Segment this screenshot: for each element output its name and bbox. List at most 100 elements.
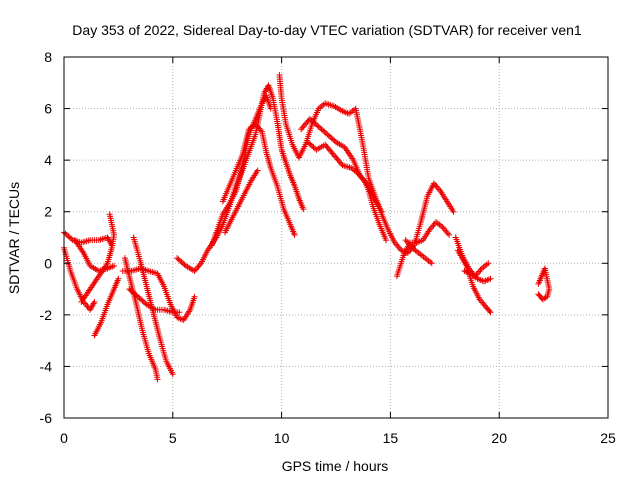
data-point [442,227,449,234]
series-arc12 [219,121,298,238]
y-tick-label: -4 [40,358,53,374]
series-arc16 [304,139,385,215]
x-tick-label: 0 [60,430,68,446]
data-point [434,184,441,191]
data-point [115,275,122,282]
data-point [136,295,143,302]
data-point [331,137,338,144]
data-point [487,309,494,316]
data-point [536,292,543,299]
data-point [181,261,188,268]
series-arc15 [298,115,390,244]
data-point [477,266,484,273]
data-point [192,266,199,273]
data-point [176,309,183,316]
data-point [300,206,307,213]
data-point [137,296,144,303]
data-point [428,260,435,267]
data-point [450,208,457,215]
y-tick-label: 8 [44,49,52,65]
chart-title: Day 353 of 2022, Sidereal Day-to-day VTE… [72,22,582,38]
data-point [267,105,274,112]
y-tick-label: -2 [40,307,53,323]
y-axis-label: SDTVAR / TECUs [6,182,22,294]
x-tick-label: 20 [491,430,507,446]
data-point [130,289,137,296]
data-point [486,307,493,314]
grid-lines [64,57,608,418]
data-point [169,371,176,378]
data-point [63,231,70,238]
data-point [443,228,450,235]
data-point [433,183,440,190]
data-point [133,292,140,299]
data-point [321,128,328,135]
series-arc13 [222,167,261,236]
data-point [65,233,72,240]
data-point [66,234,73,241]
data-point [324,131,331,138]
data-point [312,121,319,128]
y-tick-label: 2 [44,204,52,220]
data-point [322,130,329,137]
series-arc9 [126,286,183,316]
data-point [306,140,313,147]
x-tick-labels: 0 5 10 15 20 25 [60,430,616,446]
data-point [309,142,316,149]
data-point [304,139,311,146]
series-arc7 [130,234,176,378]
data-point [315,123,322,130]
data-point [139,297,146,304]
data-point [317,124,324,131]
data-point [106,211,113,218]
data-point [134,293,141,300]
data-point [319,127,326,134]
series-arc6 [121,255,161,383]
data-point [127,287,134,294]
series-arc22 [535,265,553,303]
x-tick-label: 15 [383,430,399,446]
data-point [314,122,321,129]
series-arc2 [61,244,98,313]
series-arc11 [208,92,274,249]
data-point [330,136,337,143]
data-point [175,256,182,263]
y-tick-label: 0 [44,255,52,271]
data-point [91,298,98,305]
data-point [444,230,451,237]
data-point [291,231,298,238]
series-arc20 [454,247,494,316]
x-tick-label: 10 [274,430,290,446]
data-point [179,260,186,267]
y-tick-label: 4 [44,152,52,168]
data-point [476,268,483,275]
data-point [535,291,542,298]
series-arc5 [91,275,122,339]
x-tick-label: 25 [600,430,616,446]
data-point [62,230,69,237]
data-point [83,302,90,309]
data-point [383,237,390,244]
data-point [394,242,401,249]
data-point [132,291,139,298]
series-arc21 [461,268,494,285]
x-axis-label: GPS time / hours [282,458,389,474]
x-tick-label: 5 [169,430,177,446]
series-arc18 [402,237,435,267]
data-point [327,133,334,140]
data-point [254,167,261,174]
data-point [307,141,314,148]
y-tick-label: -6 [40,410,53,426]
data-point [325,132,332,139]
axis-ticks [63,56,609,419]
data-point [395,244,402,251]
data-point [154,376,161,383]
data-point [310,144,317,151]
data-point [140,298,147,305]
data-point [68,235,75,242]
data-point [126,286,133,293]
data-point [328,135,335,142]
data-point [129,288,136,295]
data-point [429,223,436,230]
